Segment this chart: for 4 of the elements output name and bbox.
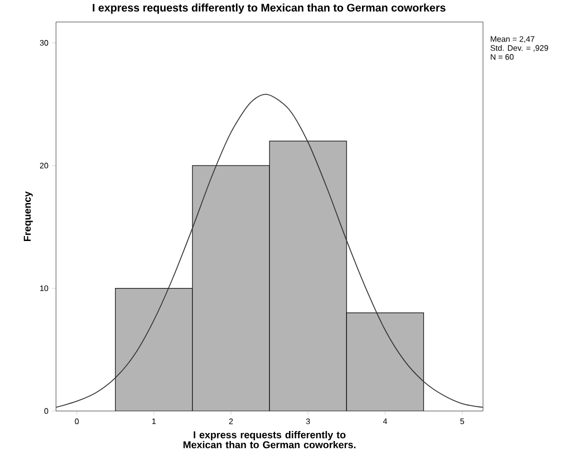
chart-title: I express requests differently to Mexican than to German coworkers <box>92 4 446 14</box>
x-axis-title: I express requests differently to Mexican than to German coworkers. <box>184 431 356 448</box>
y-axis-title: Frequency <box>24 191 33 242</box>
line-series <box>56 94 484 408</box>
